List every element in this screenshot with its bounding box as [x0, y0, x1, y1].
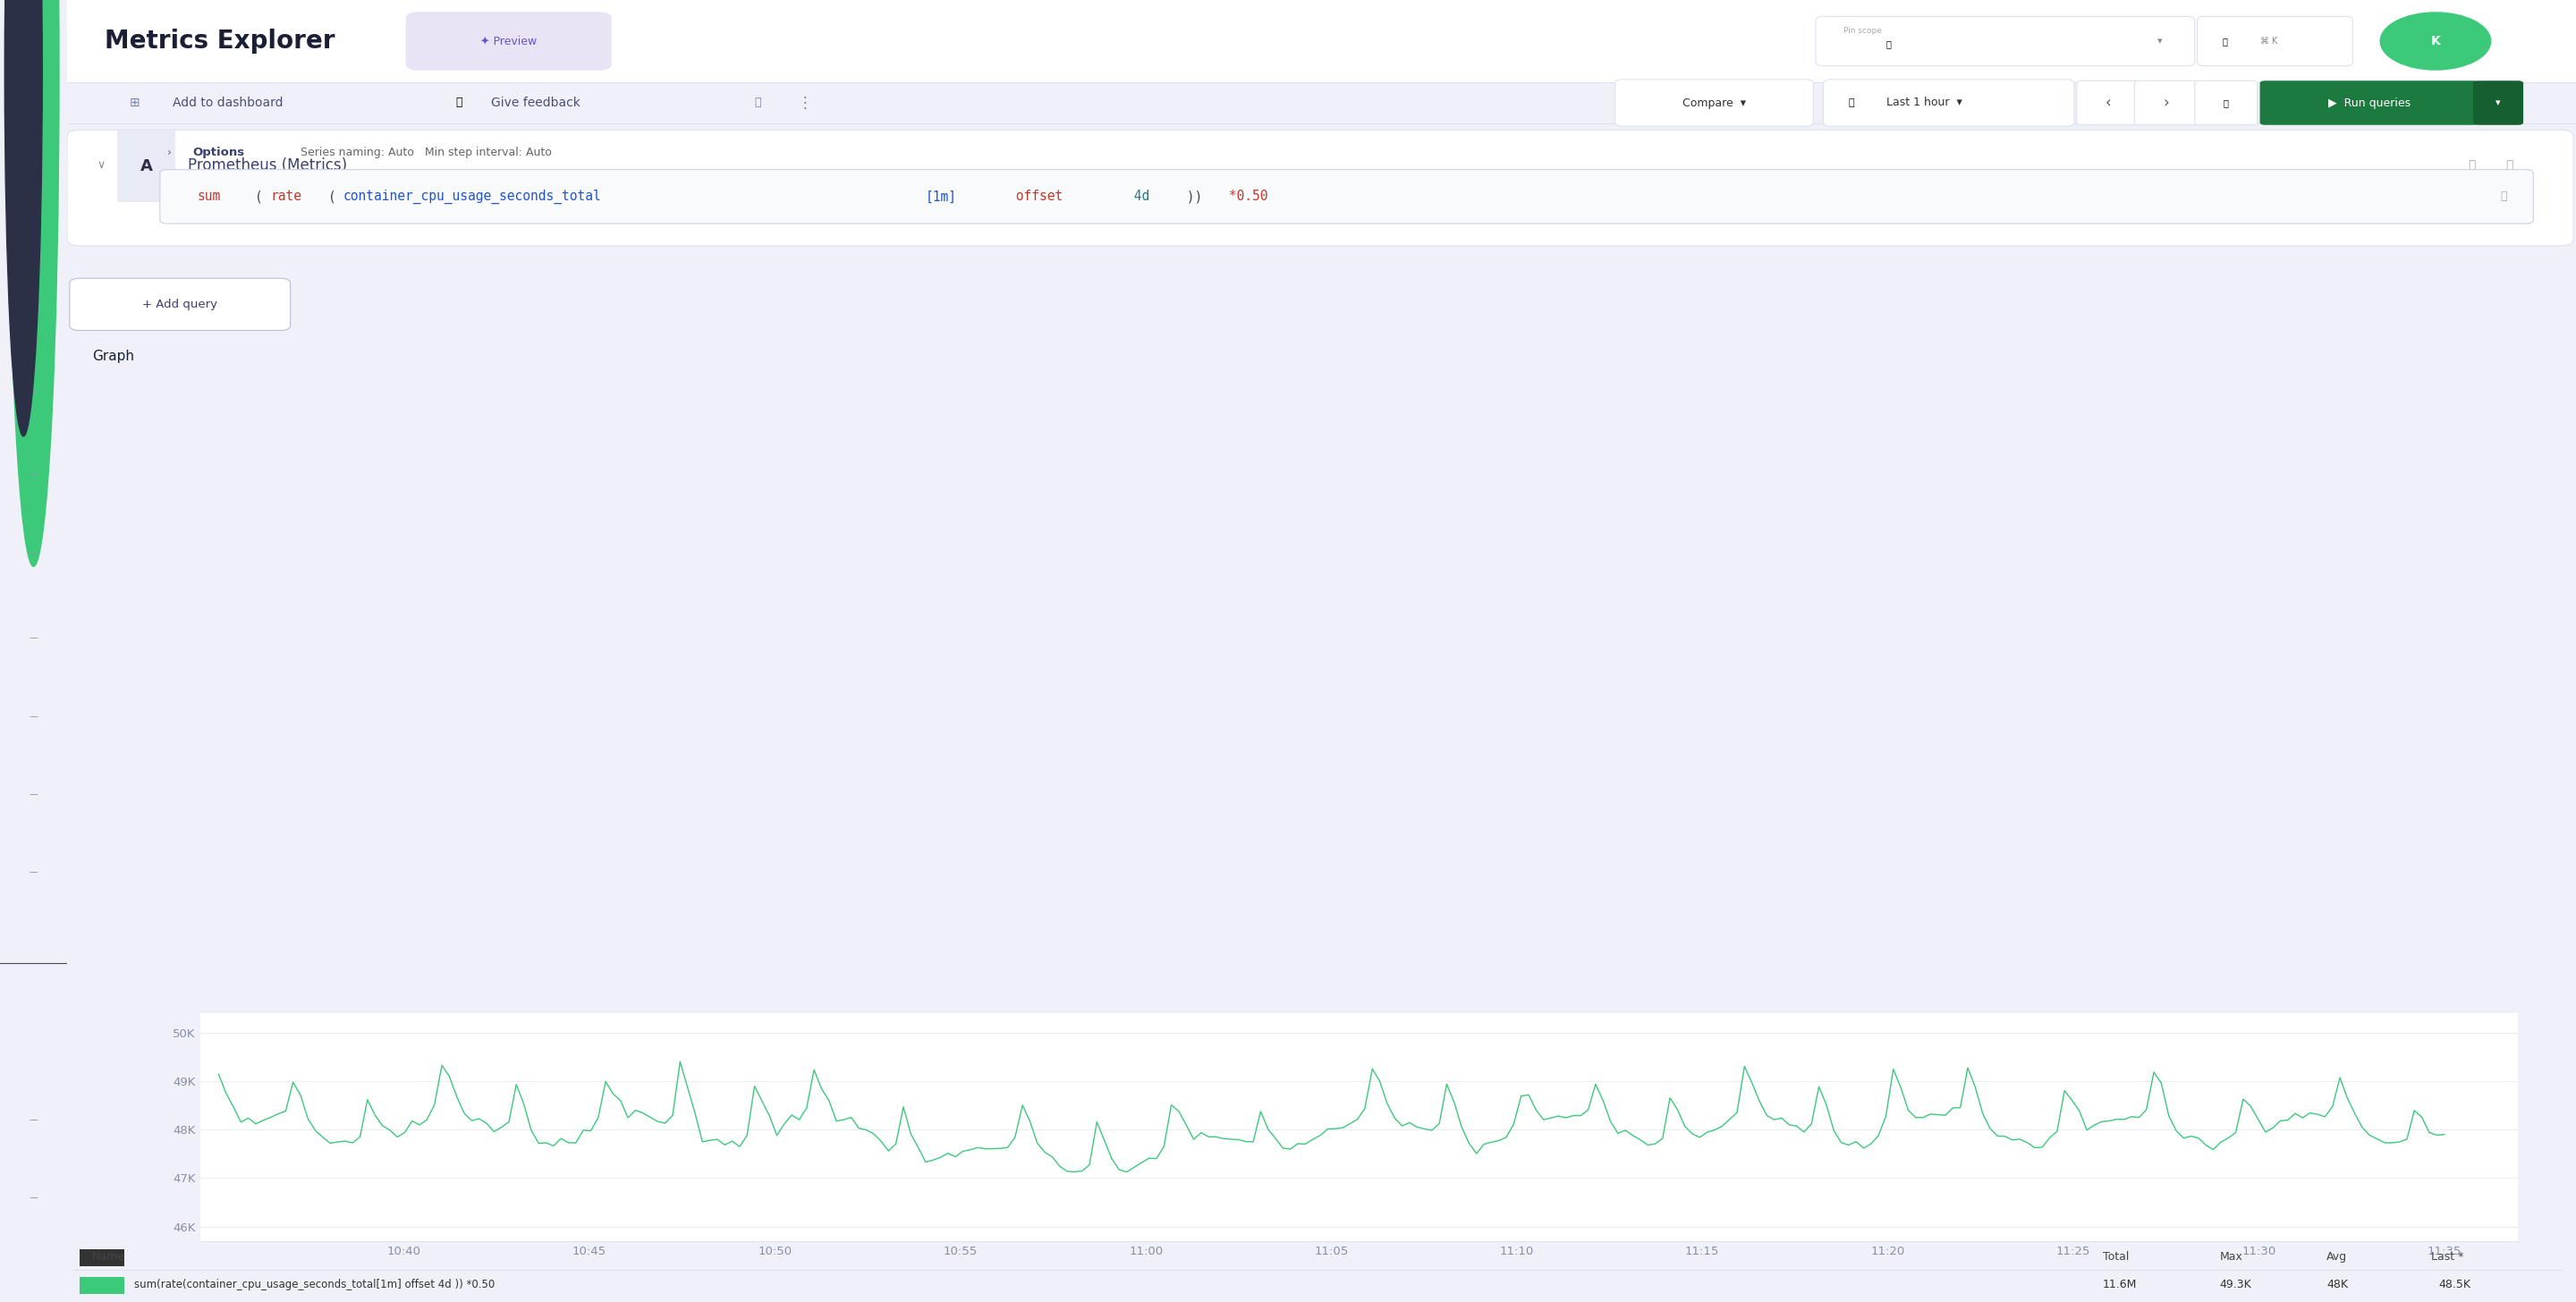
FancyBboxPatch shape	[1824, 79, 2074, 126]
Text: Compare  ▾: Compare ▾	[1682, 98, 1747, 108]
Text: —: —	[28, 387, 39, 395]
Text: —: —	[28, 1116, 39, 1124]
Bar	[67, 0, 2576, 82]
Text: 48K: 48K	[2326, 1279, 2349, 1290]
Text: 🔍: 🔍	[2223, 99, 2228, 107]
Text: Series naming: Auto   Min step interval: Auto: Series naming: Auto Min step interval: A…	[301, 146, 551, 158]
FancyBboxPatch shape	[2076, 81, 2141, 125]
Bar	[80, 1249, 124, 1266]
Bar	[118, 130, 175, 202]
Text: [1m]: [1m]	[925, 190, 956, 203]
Text: 💬: 💬	[456, 98, 464, 108]
Text: —: —	[28, 471, 39, 479]
Text: offset: offset	[1007, 190, 1064, 203]
Text: —: —	[28, 230, 39, 238]
Text: Last *: Last *	[2432, 1251, 2465, 1263]
Text: 👁: 👁	[2468, 159, 2476, 172]
Text: ∨: ∨	[98, 159, 106, 171]
FancyBboxPatch shape	[70, 279, 291, 331]
Text: ⋮: ⋮	[796, 95, 811, 111]
FancyBboxPatch shape	[1615, 79, 1814, 126]
Text: + Add query: + Add query	[142, 298, 216, 310]
Text: ▾: ▾	[2496, 99, 2501, 107]
Text: Give feedback: Give feedback	[492, 96, 580, 109]
Text: Last 1 hour  ▾: Last 1 hour ▾	[1886, 98, 1963, 108]
Circle shape	[2380, 13, 2491, 70]
Text: ▾: ▾	[2156, 36, 2161, 46]
Text: Graph: Graph	[93, 350, 134, 363]
Text: Avg: Avg	[2326, 1251, 2347, 1263]
Text: —: —	[28, 790, 39, 798]
Text: ⌘ K: ⌘ K	[2259, 36, 2277, 46]
FancyBboxPatch shape	[2136, 81, 2197, 125]
Text: 49.3K: 49.3K	[2221, 1279, 2251, 1290]
Text: —: —	[28, 309, 39, 316]
Text: Metrics Explorer: Metrics Explorer	[106, 29, 335, 53]
Text: —: —	[28, 159, 39, 167]
FancyBboxPatch shape	[160, 169, 2532, 224]
Text: —: —	[28, 549, 39, 557]
Circle shape	[5, 0, 41, 436]
Text: —: —	[28, 868, 39, 876]
Text: sum: sum	[198, 190, 222, 203]
Text: —: —	[28, 634, 39, 642]
FancyBboxPatch shape	[2197, 17, 2352, 66]
Text: 🗑: 🗑	[2506, 159, 2514, 172]
Text: ›: ›	[2164, 95, 2169, 111]
FancyBboxPatch shape	[2259, 81, 2478, 125]
Text: 48.5K: 48.5K	[2439, 1279, 2470, 1290]
Text: Prometheus (Metrics): Prometheus (Metrics)	[188, 158, 348, 173]
Text: Add to dashboard: Add to dashboard	[173, 96, 283, 109]
Text: sum(rate(container_cpu_usage_seconds_total[1m] offset 4d )) *0.50: sum(rate(container_cpu_usage_seconds_tot…	[134, 1279, 495, 1290]
Text: container_cpu_usage_seconds_total: container_cpu_usage_seconds_total	[343, 189, 600, 204]
Text: Total: Total	[2102, 1251, 2128, 1263]
Text: ›: ›	[167, 146, 173, 158]
Text: rate: rate	[270, 190, 301, 203]
Text: 4d: 4d	[1126, 190, 1149, 203]
Text: ▶  Run queries: ▶ Run queries	[2329, 98, 2411, 108]
Text: ⧉: ⧉	[2501, 191, 2506, 202]
FancyBboxPatch shape	[2195, 81, 2257, 125]
Text: Max: Max	[2221, 1251, 2244, 1263]
Text: 🔍: 🔍	[2223, 36, 2228, 46]
Text: ⊞: ⊞	[129, 96, 139, 109]
Text: Pin scope: Pin scope	[1844, 27, 1880, 35]
Text: A: A	[139, 159, 152, 174]
Text: )): ))	[1180, 190, 1203, 203]
FancyBboxPatch shape	[407, 12, 611, 70]
Text: —: —	[28, 712, 39, 720]
Text: *0.50: *0.50	[1221, 190, 1267, 203]
Text: K: K	[2432, 35, 2439, 47]
FancyBboxPatch shape	[1816, 17, 2195, 66]
Text: (: (	[327, 190, 335, 203]
Text: ‹: ‹	[2105, 95, 2112, 111]
Text: (: (	[255, 190, 263, 203]
Text: ⏱: ⏱	[1850, 99, 1855, 107]
FancyBboxPatch shape	[67, 130, 2573, 246]
Text: Options: Options	[193, 146, 245, 158]
Text: ✦ Preview: ✦ Preview	[479, 35, 536, 47]
Text: —: —	[28, 1194, 39, 1202]
Bar	[80, 1277, 124, 1294]
Circle shape	[8, 0, 59, 566]
FancyBboxPatch shape	[2473, 81, 2524, 125]
Text: 🔗: 🔗	[755, 98, 762, 108]
Bar	[67, 82, 2576, 124]
Text: 11.6M: 11.6M	[2102, 1279, 2138, 1290]
Text: 🔔: 🔔	[1886, 39, 1891, 48]
Text: Name: Name	[93, 1251, 126, 1263]
